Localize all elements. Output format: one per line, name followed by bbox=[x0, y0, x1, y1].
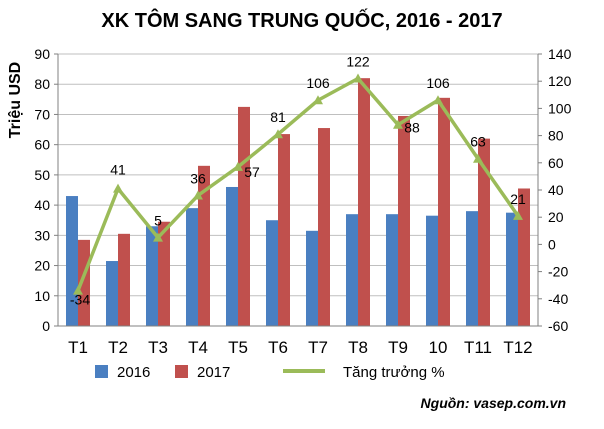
growth-data-label: 36 bbox=[190, 170, 206, 186]
bar-2016-T11 bbox=[466, 211, 478, 326]
bar-2016-T9 bbox=[386, 214, 398, 326]
bar-2017-T8 bbox=[358, 78, 370, 326]
y-tick-label: 80 bbox=[34, 76, 50, 92]
x-tick-label: T4 bbox=[188, 338, 208, 357]
growth-data-label: 81 bbox=[270, 109, 286, 125]
bar-2016-T7 bbox=[306, 230, 318, 326]
growth-data-label: 63 bbox=[470, 134, 486, 150]
y-tick-label: 20 bbox=[34, 258, 50, 274]
y-tick-label: 0 bbox=[42, 318, 50, 334]
bar-2017-T2 bbox=[118, 233, 130, 326]
growth-point-T2 bbox=[113, 183, 123, 193]
legend-label: 2016 bbox=[117, 364, 150, 381]
y-axis-ticks: 0 10 20 30 40 50 60 70 80 90 bbox=[34, 46, 58, 334]
growth-data-label: -34 bbox=[70, 292, 90, 308]
growth-data-label: 57 bbox=[244, 164, 260, 180]
y2-tick-label: -60 bbox=[548, 318, 568, 334]
growth-point-T5 bbox=[233, 161, 243, 171]
growth-point-T1 bbox=[73, 285, 83, 295]
x-tick-label: T8 bbox=[348, 338, 368, 357]
growth-point-T7 bbox=[313, 95, 323, 105]
y-tick-label: 40 bbox=[34, 197, 50, 213]
y-tick-label: 30 bbox=[34, 227, 50, 243]
legend: 2016 2017 Tăng trưởng % bbox=[95, 364, 445, 381]
bar-2016-T8 bbox=[346, 214, 358, 326]
growth-data-label: 21 bbox=[510, 191, 526, 207]
bar-2016-T6 bbox=[266, 220, 278, 326]
y-tick-label: 10 bbox=[34, 288, 50, 304]
growth-point-T9 bbox=[393, 119, 403, 129]
source-text: Nguồn: vasep.com.vn bbox=[421, 395, 566, 411]
gridlines bbox=[58, 53, 538, 297]
growth-line-path bbox=[76, 76, 520, 292]
bar-2017-10 bbox=[438, 97, 450, 326]
bar-2017-T12 bbox=[518, 188, 530, 326]
bar-2017-T9 bbox=[398, 115, 410, 326]
growth-point-T3 bbox=[153, 232, 163, 242]
growth-point-T11 bbox=[473, 153, 483, 163]
bar-2016-10 bbox=[426, 215, 438, 326]
bar-2017-T3 bbox=[158, 221, 170, 326]
y-tick-label: 70 bbox=[34, 106, 50, 122]
growth-data-label: 5 bbox=[154, 213, 162, 229]
x-tick-label: T2 bbox=[108, 338, 128, 357]
y2-tick-label: 120 bbox=[548, 73, 572, 89]
chart-title: XK TÔM SANG TRUNG QUỐC, 2016 - 2017 bbox=[101, 8, 502, 32]
bar-2016-T3 bbox=[146, 226, 158, 326]
bar-2017-T5 bbox=[238, 106, 250, 326]
y-tick-label: 60 bbox=[34, 137, 50, 153]
y2-tick-label: 60 bbox=[548, 155, 564, 171]
growth-point-T4 bbox=[193, 190, 203, 200]
x-tick-label: T9 bbox=[388, 338, 408, 357]
growth-point-T8 bbox=[353, 73, 363, 83]
bar-2016-T5 bbox=[226, 186, 238, 326]
growth-point-T6 bbox=[273, 129, 283, 139]
growth-line bbox=[73, 73, 523, 295]
y2-tick-label: 140 bbox=[548, 46, 572, 62]
y2-tick-label: 0 bbox=[548, 236, 556, 252]
bar-2016-T12 bbox=[506, 212, 518, 326]
y2-tick-label: 100 bbox=[548, 100, 572, 116]
y-tick-label: 90 bbox=[34, 46, 50, 62]
x-tick-label: T6 bbox=[268, 338, 288, 357]
x-tick-label: T1 bbox=[68, 338, 88, 357]
legend-swatch-2016 bbox=[95, 365, 108, 378]
y2-tick-label: 40 bbox=[548, 182, 564, 198]
y2-tick-label: -40 bbox=[548, 291, 568, 307]
bar-2017-T1 bbox=[78, 239, 90, 326]
growth-data-label: 106 bbox=[426, 75, 450, 91]
bar-2016-T4 bbox=[186, 208, 198, 326]
legend-swatch-2017 bbox=[175, 365, 188, 378]
growth-point-10 bbox=[433, 95, 443, 105]
growth-data-labels: -34 41 5 36 57 81 106 122 88 106 63 21 bbox=[70, 53, 526, 307]
category-labels: T1 T2 T3 T4 T5 T6 T7 T8 T9 10 T11 T12 bbox=[68, 338, 533, 357]
x-tick-label: T5 bbox=[228, 338, 248, 357]
growth-data-label: 41 bbox=[110, 162, 126, 178]
x-tick-label: 10 bbox=[429, 338, 448, 357]
x-tick-label: T12 bbox=[503, 338, 532, 357]
x-tick-label: T11 bbox=[464, 338, 492, 357]
y-tick-label: 50 bbox=[34, 167, 50, 183]
bars bbox=[66, 78, 530, 326]
growth-data-label: 106 bbox=[306, 75, 330, 91]
y-axis-label: Triệu USD bbox=[7, 62, 24, 138]
y2-tick-label: 80 bbox=[548, 128, 564, 144]
x-tick-label: T7 bbox=[308, 338, 328, 357]
growth-data-label: 88 bbox=[404, 120, 420, 136]
y2-tick-label: -20 bbox=[548, 264, 568, 280]
bar-2016-T2 bbox=[106, 261, 118, 326]
y2-axis-ticks: -60 -40 -20 0 20 40 60 80 100 120 140 bbox=[538, 46, 572, 334]
growth-data-label: 122 bbox=[346, 53, 370, 69]
bar-2017-T7 bbox=[318, 128, 330, 326]
x-tick-label: T3 bbox=[148, 338, 168, 357]
y2-tick-label: 20 bbox=[548, 209, 564, 225]
bar-2017-T4 bbox=[198, 165, 210, 326]
legend-label: Tăng trưởng % bbox=[343, 364, 445, 381]
growth-point-T12 bbox=[513, 210, 523, 220]
bar-2017-T11 bbox=[478, 138, 490, 326]
bar-2017-T6 bbox=[278, 134, 290, 326]
legend-label: 2017 bbox=[197, 364, 230, 381]
